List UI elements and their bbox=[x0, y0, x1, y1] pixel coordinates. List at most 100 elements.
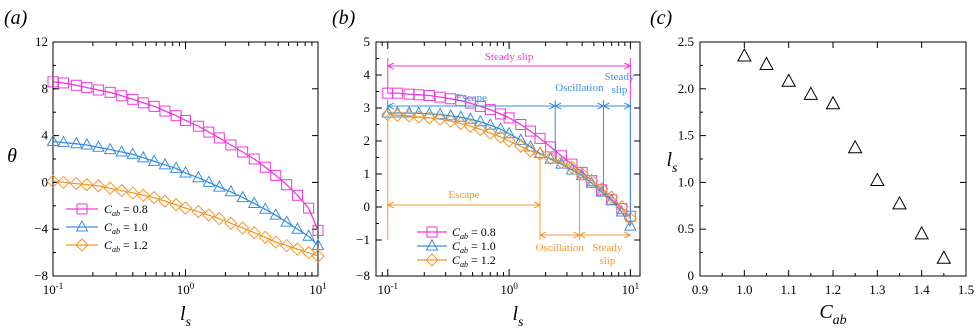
legend-marker-a bbox=[76, 203, 88, 215]
legend-label-b: Cab = 1.0 bbox=[452, 239, 496, 255]
data-point-b bbox=[524, 125, 536, 137]
data-point-b bbox=[391, 87, 403, 99]
data-point-a bbox=[279, 238, 294, 253]
chart-a: −8 −4 0 4 8 12 10-1 100 101 ls θ Cab = 0.8 Cab = 1.0… bbox=[7, 34, 327, 328]
data-point-b bbox=[483, 126, 497, 140]
data-point-a bbox=[212, 180, 226, 192]
label-steady-orange-2: slip bbox=[599, 255, 615, 267]
x-tick-label-c: 1.1 bbox=[781, 282, 797, 297]
arrow-oscillation-blue-head-left bbox=[554, 102, 562, 110]
data-point-b bbox=[495, 108, 507, 120]
data-point-b bbox=[493, 130, 508, 144]
data-point-a bbox=[225, 139, 237, 151]
data-point-a bbox=[303, 202, 315, 214]
panel-label-a: (a) bbox=[4, 7, 28, 29]
y-axis-title-a: θ bbox=[7, 145, 17, 167]
arrow-steady-slip-pink-head-left bbox=[386, 62, 394, 70]
y-tick-label-a: 0 bbox=[42, 174, 49, 189]
x-axis-title-c: Cab bbox=[819, 301, 846, 328]
y-tick-label-b: 4 bbox=[364, 67, 371, 82]
data-point-a bbox=[269, 208, 283, 220]
label-steady-blue-1: Steady bbox=[605, 71, 635, 83]
x-tick-label-a: 101 bbox=[309, 281, 327, 297]
data-point-a bbox=[46, 174, 60, 188]
data-point-a bbox=[235, 221, 250, 235]
legend-label-b: Cab = 0.8 bbox=[452, 225, 496, 241]
data-point-a bbox=[312, 224, 324, 236]
data-point-a bbox=[191, 170, 205, 183]
y-tick-label-c: 2.0 bbox=[678, 81, 694, 96]
series-line-b-2 bbox=[387, 113, 631, 219]
data-point-a bbox=[116, 90, 128, 102]
y-tick-label-a: −8 bbox=[34, 268, 48, 283]
y-tick-label-a: 8 bbox=[42, 81, 49, 96]
arrow-steady-blue-head-left bbox=[602, 102, 610, 110]
data-point-b bbox=[422, 111, 437, 125]
data-point-b bbox=[503, 112, 515, 124]
data-point-a bbox=[136, 188, 150, 202]
data-point-a bbox=[281, 179, 293, 191]
data-point-c bbox=[781, 73, 797, 87]
data-point-b bbox=[423, 89, 435, 101]
data-point-a bbox=[302, 229, 315, 241]
plot-frame-b bbox=[375, 41, 641, 277]
data-point-c bbox=[803, 86, 819, 100]
chart-b: −8 −1 0 1 2 3 4 5 10-1 100 101 ls Steady slip Escape O… bbox=[356, 34, 641, 328]
data-point-a bbox=[202, 175, 216, 187]
arrow-steady-slip-pink-head-right bbox=[624, 62, 632, 70]
x-tick-label-c: 1.3 bbox=[869, 282, 885, 297]
y-tick-label-c: 1.5 bbox=[678, 128, 694, 143]
data-point-c bbox=[936, 250, 952, 264]
data-point-b bbox=[566, 158, 578, 170]
legend-marker-b bbox=[426, 226, 438, 238]
data-point-b bbox=[434, 91, 446, 103]
data-point-a bbox=[259, 161, 271, 173]
chart-c: 0.9 1.0 1.1 1.2 1.3 1.4 1.5 0 0.5 1.0 1.5 2.0 2.5 Cab… bbox=[666, 34, 974, 328]
arrow-escape-orange-head-left bbox=[386, 201, 394, 209]
data-point-a bbox=[159, 105, 171, 117]
y-tick-label-b: −8 bbox=[356, 268, 370, 283]
arrow-steady-blue-head-right bbox=[624, 102, 632, 110]
data-point-a bbox=[104, 86, 116, 98]
series-line-b-0 bbox=[387, 92, 631, 217]
y-tick-label-c: 0 bbox=[688, 268, 695, 283]
data-point-b bbox=[554, 155, 569, 170]
data-point-c bbox=[759, 56, 774, 70]
label-oscillation-blue: Oscillation bbox=[555, 82, 604, 94]
data-point-b bbox=[402, 109, 416, 123]
data-point-b bbox=[514, 139, 528, 153]
data-point-a bbox=[114, 183, 129, 198]
data-point-b bbox=[494, 122, 507, 134]
data-point-a bbox=[247, 196, 261, 208]
data-point-b bbox=[464, 112, 477, 124]
data-point-a bbox=[258, 230, 272, 245]
data-point-b bbox=[502, 126, 516, 139]
label-escape-blue: Escape bbox=[456, 92, 487, 104]
data-point-b bbox=[615, 200, 629, 214]
arrow-escape-blue-head-left bbox=[386, 102, 394, 110]
legend-label-a: Cab = 0.8 bbox=[104, 202, 148, 218]
data-point-c bbox=[914, 225, 930, 240]
data-point-a bbox=[92, 84, 104, 96]
data-point-a bbox=[80, 137, 94, 150]
data-point-a bbox=[179, 166, 192, 178]
data-point-a bbox=[147, 190, 161, 205]
data-point-a bbox=[311, 249, 325, 263]
data-point-a bbox=[147, 154, 161, 166]
data-point-a bbox=[91, 179, 106, 193]
legend-marker-a bbox=[75, 219, 89, 232]
data-point-a bbox=[280, 215, 293, 227]
data-point-b bbox=[390, 108, 405, 122]
panel-label-b: (b) bbox=[332, 7, 356, 29]
data-point-a bbox=[103, 142, 117, 155]
data-point-a bbox=[136, 150, 150, 163]
data-point-a bbox=[56, 175, 71, 190]
data-point-b bbox=[412, 110, 426, 124]
data-point-b bbox=[444, 108, 458, 121]
data-point-b bbox=[543, 151, 558, 165]
data-point-a bbox=[46, 134, 60, 146]
x-tick-label-c: 0.9 bbox=[692, 282, 708, 297]
legend-label-a: Cab = 1.0 bbox=[104, 220, 148, 236]
data-point-a bbox=[115, 144, 129, 157]
data-point-a bbox=[57, 77, 69, 89]
